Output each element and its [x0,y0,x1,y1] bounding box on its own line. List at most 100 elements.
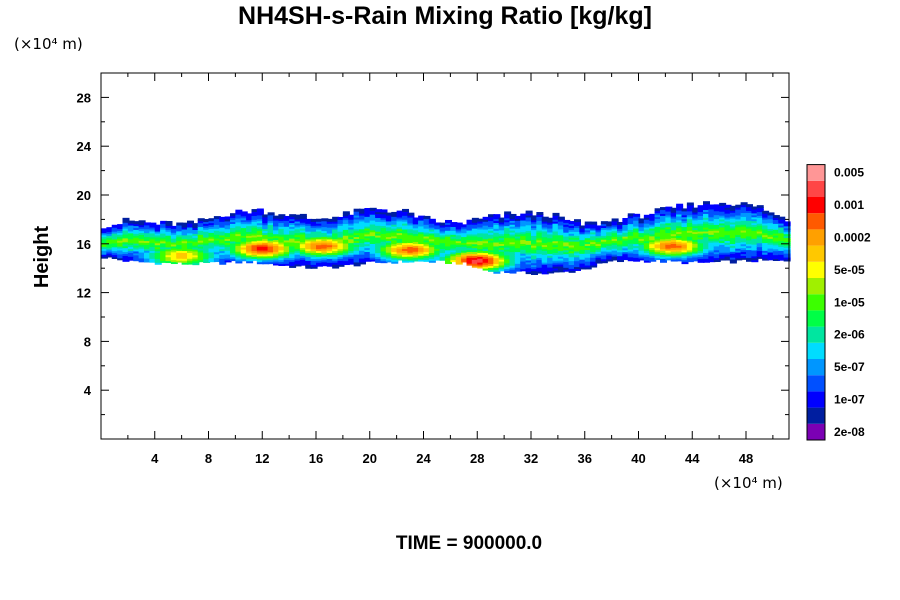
field-cell [611,257,619,261]
field-cell [305,232,313,236]
field-cell [676,242,684,246]
field-cell [375,246,383,250]
field-cell [101,255,108,259]
field-cell [638,253,646,257]
field-cell [751,208,759,212]
field-cell [289,225,297,229]
field-cell [149,222,157,226]
field-cell [246,248,254,252]
field-cell [665,206,673,210]
field-cell [353,245,361,249]
field-cell [557,245,565,249]
field-cell [181,242,189,246]
field-cell [611,251,619,255]
field-cell [224,230,232,234]
field-cell [402,255,409,259]
field-cell [213,225,221,229]
field-cell [283,221,291,225]
field-cell [703,259,710,263]
field-cell [514,253,522,257]
field-cell [729,207,737,211]
field-cell [514,264,522,268]
field-cell [514,221,522,225]
field-cell [568,232,576,236]
field-cell [289,253,297,257]
field-cell [117,235,125,239]
field-cell [654,243,662,247]
field-cell [531,246,538,250]
field-cell [391,231,399,235]
field-cell [633,213,641,217]
field-cell [170,259,178,263]
field-cell [563,260,571,264]
field-cell [482,257,490,261]
field-cell [434,228,442,232]
field-cell [208,218,216,222]
field-cell [326,248,334,252]
field-cell [643,249,651,253]
field-cell [423,227,431,231]
field-cell [633,243,641,247]
field-cell [724,224,732,228]
field-cell [541,218,549,222]
field-cell [633,217,641,221]
field-cell [289,262,297,266]
field-cell [574,234,581,238]
field-cell [391,213,399,217]
field-cell [746,245,753,249]
field-cell [611,236,619,240]
field-cell [471,260,479,264]
field-cell [170,261,178,265]
field-cell [740,249,748,253]
field-cell [101,236,108,240]
field-cell [321,263,329,267]
field-cell [751,214,759,218]
field-cell [445,229,452,233]
field-cell [477,224,485,228]
field-cell [525,239,533,243]
field-cell [213,239,221,243]
field-cell [197,253,205,257]
field-cell [127,238,135,242]
field-cell [299,217,307,221]
field-cell [305,248,313,252]
field-cell [708,231,716,235]
field-cell [514,254,522,258]
field-cell [676,232,684,236]
field-cell [665,257,673,261]
field-cell [676,258,684,262]
field-cell [342,250,350,254]
field-cell [729,256,737,260]
field-cell [617,249,624,253]
field-cell [240,242,248,246]
field-cell [396,253,404,257]
field-cell [412,240,420,244]
field-cell [213,259,221,263]
field-cell [767,218,775,222]
field-cell [240,223,248,227]
field-cell [665,247,673,251]
field-cell [418,244,426,248]
field-cell [251,216,259,220]
field-cell [450,241,458,245]
field-cell [525,220,533,224]
field-cell [461,236,469,240]
field-cell [380,213,388,217]
field-cell [482,246,490,250]
field-cell [713,251,721,255]
field-cell [498,244,506,248]
field-cell [504,258,512,262]
field-cell [606,246,614,250]
field-cell [746,215,753,219]
field-cell [332,249,340,253]
field-cell [181,257,189,261]
field-cell [144,257,151,261]
field-cell [724,218,732,222]
field-cell [149,230,157,234]
field-cell [547,237,555,241]
field-cell [144,239,151,243]
field-cell [493,229,501,233]
field-cell [122,252,130,256]
field-cell [654,221,662,225]
field-cell [670,231,678,235]
